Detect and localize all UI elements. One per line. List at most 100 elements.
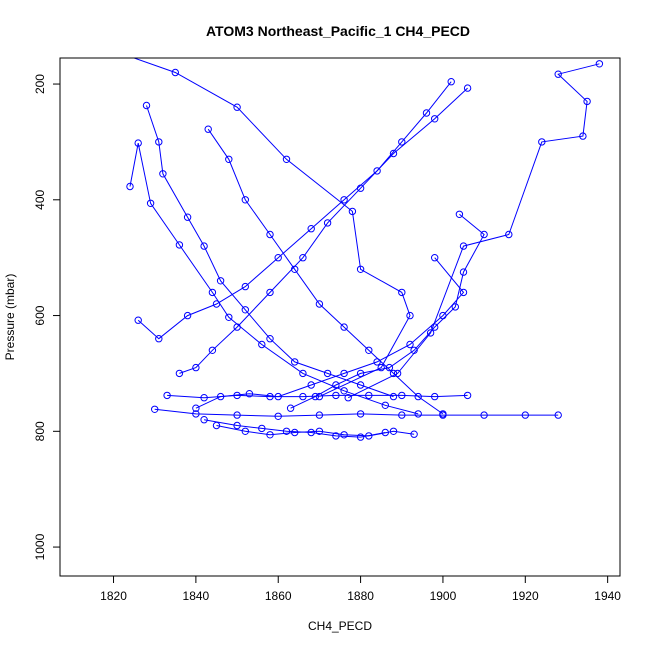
series-line	[207, 128, 444, 415]
data-point	[377, 363, 385, 372]
series-line	[167, 394, 468, 399]
data-point	[315, 300, 324, 308]
series-7	[175, 84, 472, 378]
chart-title: ATOM3 Northeast_Pacific_1 CH4_PECD	[206, 23, 470, 39]
data-point	[233, 391, 241, 400]
data-point	[426, 329, 435, 337]
data-point	[480, 411, 488, 419]
data-point	[200, 394, 208, 402]
data-point	[274, 254, 282, 262]
data-point	[192, 410, 200, 418]
data-point	[356, 410, 365, 418]
data-point	[431, 254, 439, 262]
series-8	[286, 210, 488, 412]
data-point	[266, 392, 274, 401]
data-point	[142, 101, 151, 110]
data-point	[225, 313, 233, 321]
data-point	[389, 392, 398, 401]
data-point	[389, 149, 398, 158]
y-axis-label: Pressure (mbar)	[3, 274, 17, 361]
series-13	[200, 416, 389, 441]
series-10	[151, 405, 562, 420]
x-tick-label: 1900	[430, 589, 457, 603]
data-point	[192, 363, 200, 372]
data-point	[398, 391, 406, 400]
data-point	[266, 335, 274, 343]
x-tick-label: 1880	[347, 589, 374, 603]
series-line	[204, 419, 386, 438]
data-point	[414, 410, 422, 418]
data-point	[163, 391, 171, 400]
data-point	[373, 167, 381, 175]
series-4	[204, 125, 447, 418]
x-tick-label: 1840	[183, 589, 210, 603]
data-point	[463, 391, 472, 400]
series-line	[129, 142, 419, 415]
y-tick-label: 800	[33, 421, 47, 441]
data-point	[480, 230, 488, 239]
data-point	[126, 182, 134, 191]
data-point	[258, 424, 266, 433]
data-point	[381, 428, 389, 437]
data-point	[233, 421, 241, 430]
data-point	[365, 346, 373, 354]
data-point	[340, 323, 348, 331]
series-line	[137, 81, 452, 340]
data-point	[373, 358, 381, 366]
series-line	[154, 408, 559, 417]
series-12	[212, 421, 418, 440]
data-point	[307, 225, 315, 233]
data-point	[332, 432, 340, 440]
data-point	[171, 68, 180, 77]
data-point	[439, 311, 447, 320]
data-point	[463, 84, 472, 92]
data-point	[398, 411, 406, 419]
data-point	[134, 316, 142, 324]
data-point	[315, 411, 324, 419]
data-point	[332, 391, 340, 400]
series-line	[179, 87, 468, 374]
data-point	[356, 184, 365, 192]
y-tick-label: 600	[33, 305, 47, 325]
data-point	[393, 369, 402, 378]
series-line	[290, 213, 485, 409]
data-point	[422, 109, 431, 117]
series-1	[132, 58, 414, 401]
data-point	[233, 323, 241, 331]
y-axis: 200 400 600 800 1000	[33, 74, 61, 560]
data-point	[389, 427, 398, 435]
data-point	[282, 427, 291, 435]
data-point	[521, 411, 529, 419]
series-9	[192, 254, 468, 412]
data-point	[241, 427, 250, 435]
data-point	[212, 300, 221, 308]
data-point	[459, 242, 468, 250]
data-point	[155, 138, 163, 146]
data-point	[406, 311, 414, 320]
data-point	[241, 306, 250, 314]
data-point	[344, 394, 352, 402]
data-point	[455, 210, 464, 219]
data-point	[406, 340, 414, 349]
data-point	[146, 199, 155, 208]
data-point	[266, 431, 274, 439]
data-point	[204, 125, 212, 133]
data-point	[340, 431, 348, 439]
plot-area	[59, 57, 621, 577]
data-point	[398, 288, 406, 297]
data-point	[155, 335, 163, 343]
data-point	[208, 346, 217, 354]
data-point	[348, 207, 357, 216]
data-point	[356, 381, 365, 389]
data-point	[225, 155, 233, 164]
data-point	[233, 411, 241, 419]
data-point	[323, 369, 332, 378]
data-point	[216, 277, 225, 285]
data-point	[459, 268, 468, 276]
data-point	[307, 428, 315, 437]
series-line	[195, 257, 465, 409]
data-point	[410, 346, 418, 354]
data-point	[410, 430, 418, 438]
data-point	[315, 427, 324, 435]
x-tick-label: 1820	[100, 589, 127, 603]
